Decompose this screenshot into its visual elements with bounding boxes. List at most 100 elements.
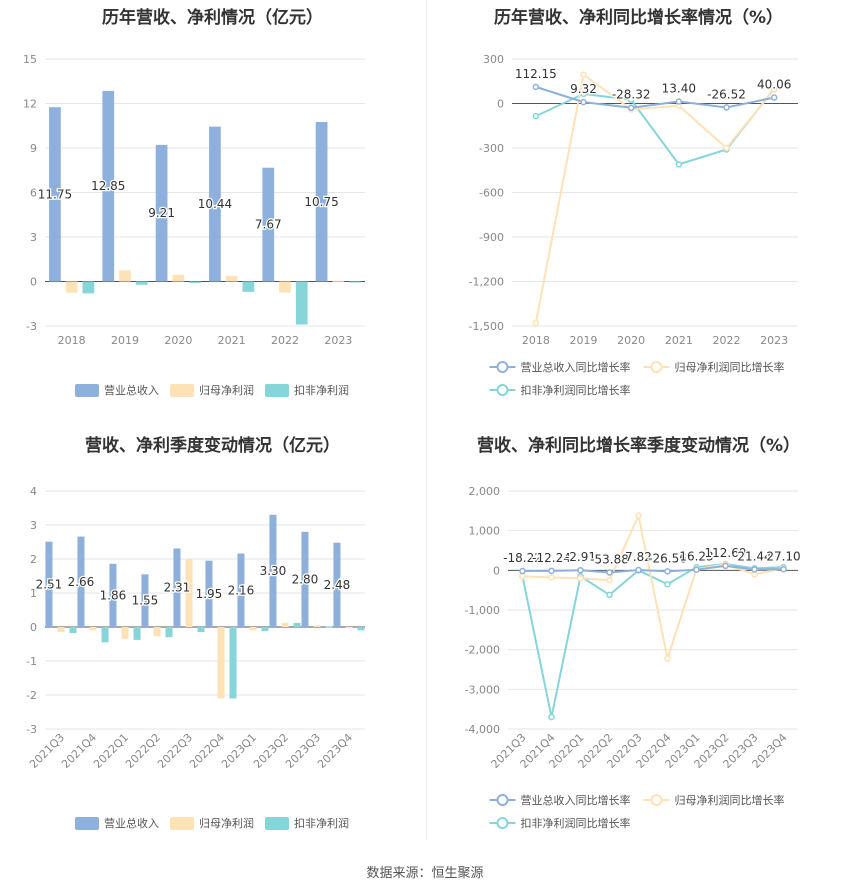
data-label: 21.44	[737, 549, 771, 563]
data-label: 16.23	[679, 550, 713, 564]
annual-growth-panel: 历年营收、净利同比增长率情况（%） 300 0 -300 -600 -900 -1,200…	[427, 0, 850, 410]
data-label: -2.91	[565, 550, 596, 564]
data-label: -26.52	[707, 87, 746, 101]
y-tick-label: 1	[30, 587, 37, 600]
y-tick-label: 2	[30, 553, 37, 566]
bar-net-profit	[217, 627, 225, 699]
bar-revenue	[315, 122, 328, 282]
bar-deducted-profit	[189, 281, 201, 283]
legend-label: 归母净利润同比增长率	[675, 360, 785, 374]
series-point	[548, 713, 555, 721]
bar-revenue	[141, 574, 149, 627]
data-label: 2.51	[36, 577, 63, 591]
chart-title: 历年营收、净利同比增长率情况（%）	[493, 8, 784, 28]
bar-deducted-profit	[261, 627, 269, 632]
bar-net-profit	[281, 622, 289, 627]
legend-marker	[496, 794, 509, 806]
bar-revenue	[237, 553, 245, 627]
legend-swatch	[265, 817, 289, 830]
annual-bar-chart: 15 12 9 6 3 0 -3 11.75 12.85 9.21 10.44 7.67 10.75 20…	[23, 53, 365, 397]
y-tick-label: 2,000	[469, 485, 501, 498]
chart-title: 营收、净利季度变动情况（亿元）	[85, 436, 340, 456]
data-label: 112.15	[515, 67, 557, 81]
data-label: -53.88	[590, 552, 629, 566]
y-tick-label: -2	[26, 689, 37, 702]
data-label: -26.56	[648, 551, 687, 565]
legend-swatch	[170, 817, 194, 830]
data-label: 3.30	[260, 564, 287, 578]
legend-label: 扣非净利润	[294, 383, 349, 397]
series-point	[577, 575, 584, 582]
data-label: 1.95	[196, 587, 223, 601]
series-point	[580, 71, 587, 78]
y-tick-label: 3	[30, 519, 37, 532]
quarterly-bar-panel: 营收、净利季度变动情况（亿元） 4 3 2 1 0 -1 -2 -3 2.51 2.66 1.86 1…	[0, 428, 425, 848]
legend-label: 扣非净利润	[294, 816, 349, 830]
y-tick-label: -600	[479, 187, 504, 200]
x-tick-label: 2019	[111, 334, 139, 347]
series-point	[606, 577, 613, 584]
series-point	[532, 112, 540, 120]
y-tick-label: 6	[30, 187, 37, 200]
bar-net-profit	[172, 274, 185, 282]
data-label: 9.21	[148, 206, 175, 220]
series-point	[532, 319, 540, 327]
legend-label: 归母净利润同比增长率	[675, 793, 785, 807]
bar-revenue	[301, 531, 309, 627]
x-tick-label: 2018	[58, 334, 86, 347]
y-tick-label: -3,000	[465, 683, 500, 696]
y-tick-label: -300	[479, 142, 504, 155]
legend-label: 营业总收入	[104, 383, 159, 397]
legend-marker	[496, 361, 509, 373]
data-label: 9.32	[570, 82, 597, 96]
series-point	[675, 161, 683, 168]
series-point	[780, 566, 787, 573]
bar-deducted-profit	[229, 627, 237, 699]
bar-revenue	[155, 144, 168, 282]
series-point	[519, 573, 526, 580]
bar-revenue	[49, 107, 61, 282]
series-point	[580, 90, 587, 98]
bar-deducted-profit	[357, 627, 365, 631]
series-point	[627, 104, 635, 111]
series-point	[722, 562, 729, 570]
y-tick-label: 1,000	[469, 525, 501, 538]
bar-net-profit	[121, 627, 129, 639]
bar-revenue	[45, 541, 53, 627]
legend-label: 营业总收入	[104, 816, 159, 830]
y-tick-label: 3	[30, 231, 37, 244]
y-tick-label: -2,000	[465, 644, 500, 657]
bar-deducted-profit	[135, 281, 148, 285]
bar-deducted-profit	[325, 626, 333, 628]
bar-net-profit	[185, 559, 193, 627]
legend-marker	[650, 361, 663, 373]
data-label: 12.85	[91, 179, 125, 193]
bar-net-profit	[57, 627, 65, 633]
bar-deducted-profit	[242, 281, 255, 292]
bar-revenue	[209, 126, 221, 282]
series-point	[664, 568, 671, 575]
bar-revenue	[109, 563, 117, 627]
series-point	[723, 104, 730, 111]
legend-label: 扣非净利润同比增长率	[521, 816, 631, 830]
bar-revenue	[269, 514, 277, 627]
data-label: 2.48	[324, 578, 351, 592]
y-tick-label: -1,200	[469, 276, 504, 289]
series-line-deducted-growth	[521, 562, 784, 718]
quarterly-bar-chart: 4 3 2 1 0 -1 -2 -3 2.51 2.66 1.86 1.55 2.31 1.95 2.16 3…	[26, 485, 365, 830]
data-label: 2.31	[164, 581, 191, 595]
bar-net-profit	[89, 627, 97, 631]
x-tick-label: 2020	[164, 334, 192, 347]
data-label: -12.24	[532, 551, 571, 565]
legend-marker	[496, 384, 509, 396]
data-label: 7.67	[255, 218, 282, 232]
bar-deducted-profit	[133, 627, 141, 640]
legend-swatch	[265, 384, 289, 397]
y-tick-label: 0	[497, 98, 504, 111]
quarterly-growth-chart: 2,000 1,000 0 -1,000 -2,000 -3,000 -4,000 -18.2…	[465, 485, 802, 830]
bar-deducted-profit	[295, 281, 308, 325]
data-label: 1.86	[100, 588, 127, 602]
bar-revenue	[333, 542, 341, 627]
series-point	[664, 580, 671, 588]
bar-deducted-profit	[165, 627, 173, 638]
